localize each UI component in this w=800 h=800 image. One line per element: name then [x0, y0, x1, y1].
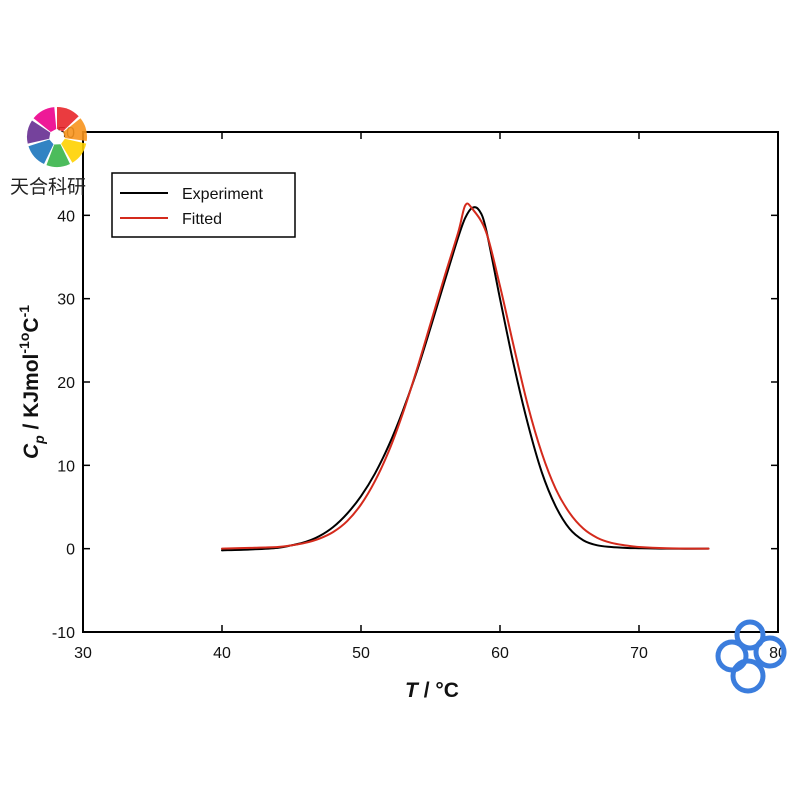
series-line-fitted: [221, 202, 710, 550]
watermark-logo-top-left: 天合科研: [10, 107, 87, 198]
y-tick-label: 20: [57, 375, 75, 392]
pinwheel-petal-icon: [63, 118, 87, 142]
y-tick-label: 10: [57, 458, 75, 475]
ring-icon: [753, 635, 787, 669]
pinwheel-petal-icon: [46, 144, 71, 168]
y-tick-label: 40: [57, 208, 75, 225]
pinwheel-petal-icon: [57, 107, 79, 132]
x-tick-label: 70: [630, 645, 648, 662]
pinwheel-petal-icon: [27, 120, 51, 144]
pinwheel-logo-icon: [27, 107, 87, 168]
x-tick-label: 30: [74, 645, 92, 662]
y-tick-label: 30: [57, 292, 75, 309]
legend-box: [111, 172, 296, 238]
pinwheel-petal-icon: [28, 139, 54, 165]
watermark-text: 天合科研: [10, 176, 86, 198]
ring-icon: [730, 658, 766, 694]
x-tick-label: 50: [352, 645, 370, 662]
ring-icon: [734, 619, 766, 651]
series-layer: [221, 202, 710, 552]
y-axis-title: Cp / KJmol-1oC-1: [16, 305, 47, 459]
x-axis-title: T / °C: [405, 679, 459, 702]
x-tick-label: 40: [213, 645, 231, 662]
legend-label-fitted: Fitted: [182, 211, 222, 228]
legend: Experiment Fitted: [111, 172, 296, 238]
watermark-logo-bottom-right: [715, 619, 787, 694]
legend-label-experiment: Experiment: [182, 186, 263, 203]
x-tick-label: 60: [491, 645, 509, 662]
y-tick-label: 0: [66, 542, 75, 559]
y-tick-label: -10: [52, 625, 75, 642]
series-line-experiment: [221, 206, 710, 552]
pinwheel-petal-icon: [61, 138, 87, 163]
pinwheel-petal-icon: [33, 107, 57, 133]
pinwheel-center-icon: [50, 130, 64, 144]
